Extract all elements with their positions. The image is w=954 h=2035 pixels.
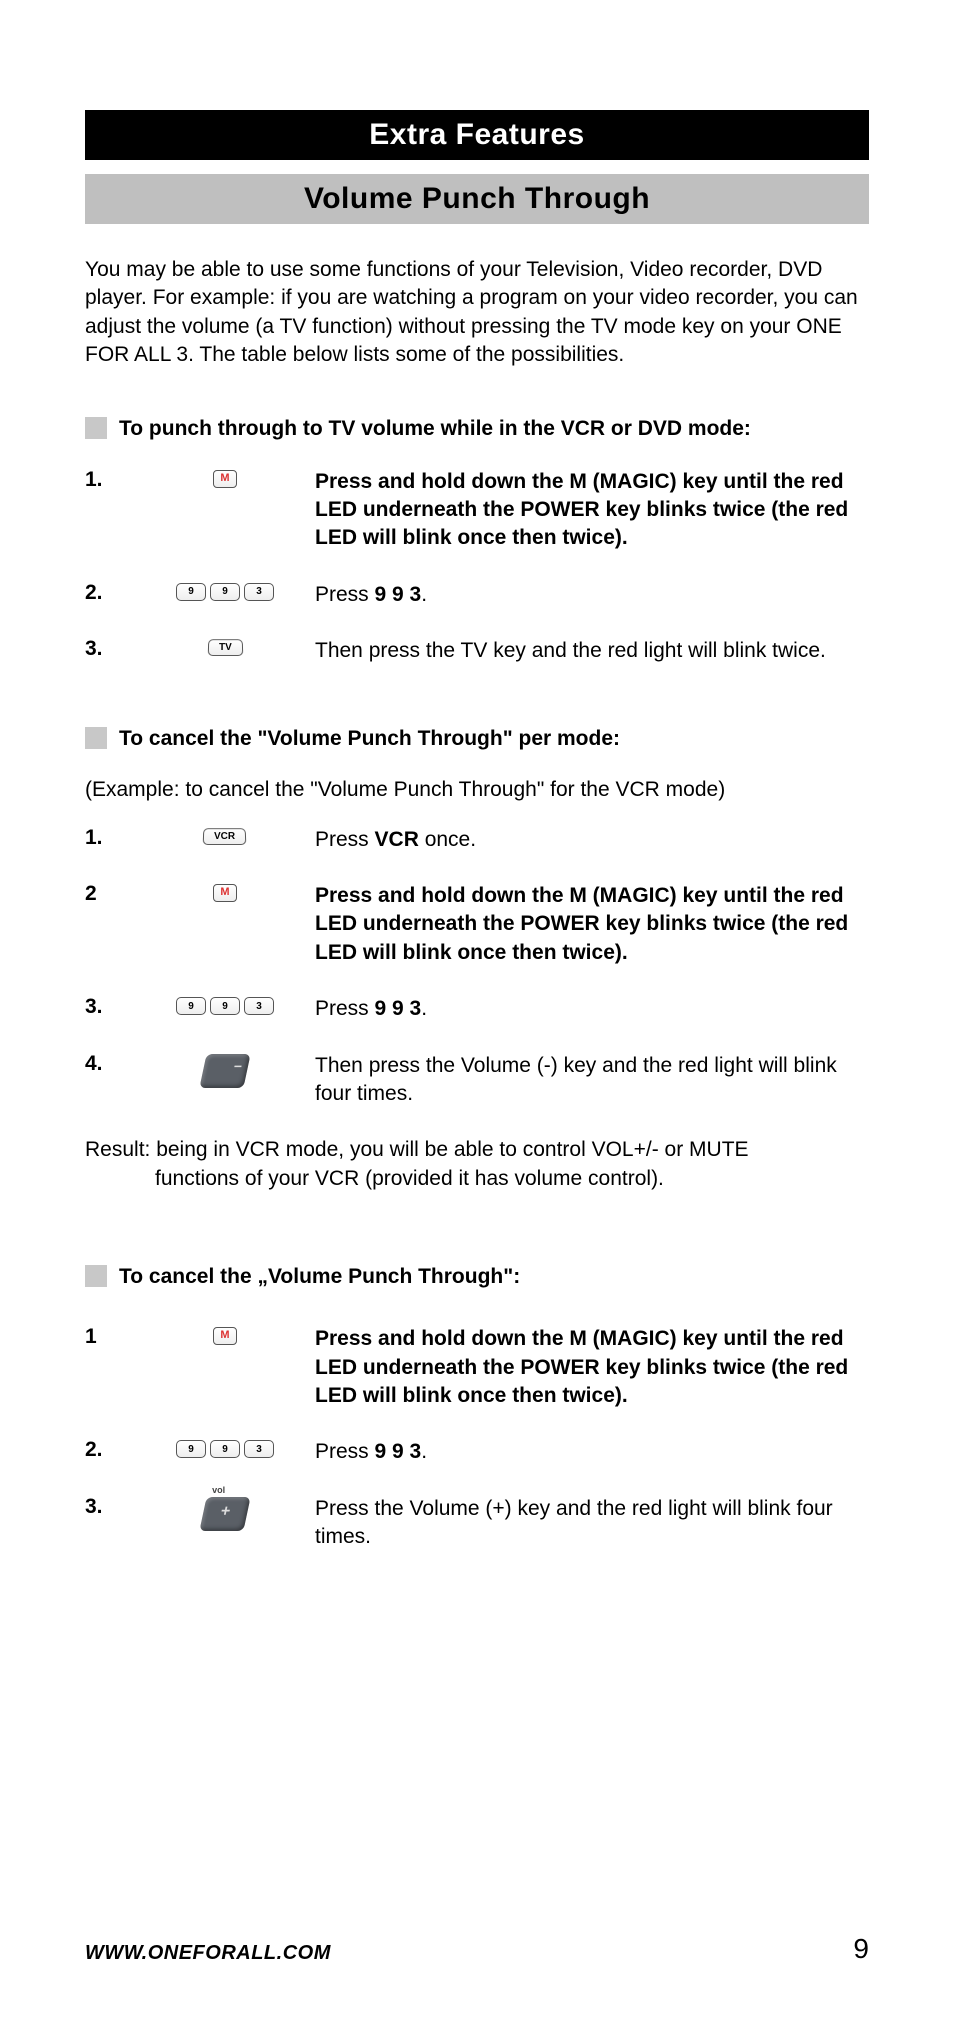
digits-993-icon: 993	[135, 1438, 315, 1458]
step-row: 3. 993 Press 9 9 3.	[85, 995, 869, 1023]
section-a-steps: 1. Press and hold down the M (MAGIC) key…	[85, 468, 869, 666]
banner-volume-punch-through: Volume Punch Through	[85, 174, 869, 224]
text-post: .	[421, 583, 427, 606]
page-footer: WWW.ONEFORALL.COM 9	[85, 1933, 869, 1965]
text-code: 9 9 3	[375, 583, 422, 606]
step-text: Press 9 9 3.	[315, 995, 869, 1023]
digits-993-icon: 993	[135, 995, 315, 1015]
result-line2: functions of your VCR (provided it has v…	[85, 1165, 749, 1193]
footer-url: WWW.ONEFORALL.COM	[85, 1942, 331, 1965]
section-b-heading-text: To cancel the "Volume Punch Through" per…	[119, 725, 620, 753]
section-a-heading: To punch through to TV volume while in t…	[85, 415, 869, 443]
volume-plus-key-icon	[135, 1495, 315, 1531]
volume-minus-key-icon	[135, 1052, 315, 1088]
step-number: 2.	[85, 1438, 135, 1462]
step-number: 2.	[85, 581, 135, 605]
step-text: Press and hold down the M (MAGIC) key un…	[315, 882, 869, 967]
step-row: 3. Press the Volume (+) key and the red …	[85, 1495, 869, 1552]
step-text: Then press the TV key and the red light …	[315, 637, 869, 665]
digits-993-icon: 993	[135, 581, 315, 601]
bullet-square-icon	[85, 727, 107, 749]
text-pre: Press	[315, 1440, 375, 1463]
text-code: 9 9 3	[375, 1440, 422, 1463]
step-number: 2	[85, 882, 135, 906]
text-post: .	[421, 1440, 427, 1463]
banner-extra-features: Extra Features	[85, 110, 869, 160]
m-key-icon	[135, 468, 315, 488]
result-label: Result:	[85, 1138, 150, 1161]
step-number: 4.	[85, 1052, 135, 1076]
step-text: Press 9 9 3.	[315, 1438, 869, 1466]
step-text: Press the Volume (+) key and the red lig…	[315, 1495, 869, 1552]
step-number: 1.	[85, 468, 135, 492]
step-number: 1	[85, 1325, 135, 1349]
section-b-steps: 1. VCR Press VCR once. 2 Press and hold …	[85, 826, 869, 1108]
section-a-heading-text: To punch through to TV volume while in t…	[119, 415, 751, 443]
step-number: 3.	[85, 1495, 135, 1519]
step-text: Press and hold down the M (MAGIC) key un…	[315, 1325, 869, 1410]
step-row: 1. VCR Press VCR once.	[85, 826, 869, 854]
text-post: once.	[419, 828, 476, 851]
text-pre: Press	[315, 583, 375, 606]
section-c-heading-text: To cancel the „Volume Punch Through":	[119, 1263, 520, 1291]
bullet-square-icon	[85, 417, 107, 439]
step-row: 2. 993 Press 9 9 3.	[85, 581, 869, 609]
text-post: .	[421, 997, 427, 1020]
m-key-icon	[135, 882, 315, 902]
text-code: VCR	[375, 828, 419, 851]
m-key-icon	[135, 1325, 315, 1345]
step-row: 2. 993 Press 9 9 3.	[85, 1438, 869, 1466]
step-row: 1 Press and hold down the M (MAGIC) key …	[85, 1325, 869, 1410]
step-number: 3.	[85, 637, 135, 661]
section-b-heading: To cancel the "Volume Punch Through" per…	[85, 725, 869, 753]
text-code: 9 9 3	[375, 997, 422, 1020]
step-number: 3.	[85, 995, 135, 1019]
section-b-example: (Example: to cancel the "Volume Punch Th…	[85, 778, 869, 802]
text-pre: Press	[315, 997, 375, 1020]
result-line1: being in VCR mode, you will be able to c…	[150, 1138, 748, 1161]
step-text: Then press the Volume (-) key and the re…	[315, 1052, 869, 1109]
step-text: Press 9 9 3.	[315, 581, 869, 609]
page: Extra Features Volume Punch Through You …	[0, 0, 954, 1551]
step-text: Press VCR once.	[315, 826, 869, 854]
step-row: 4. Then press the Volume (-) key and the…	[85, 1052, 869, 1109]
section-c-steps: 1 Press and hold down the M (MAGIC) key …	[85, 1325, 869, 1551]
step-row: 3. TV Then press the TV key and the red …	[85, 637, 869, 665]
section-c-heading: To cancel the „Volume Punch Through":	[85, 1263, 869, 1291]
step-number: 1.	[85, 826, 135, 850]
vcr-key-icon: VCR	[135, 826, 315, 845]
step-row: 2 Press and hold down the M (MAGIC) key …	[85, 882, 869, 967]
bullet-square-icon	[85, 1265, 107, 1287]
section-b-result: Result: being in VCR mode, you will be a…	[85, 1136, 869, 1193]
step-text: Press and hold down the M (MAGIC) key un…	[315, 468, 869, 553]
tv-key-icon: TV	[135, 637, 315, 656]
intro-paragraph: You may be able to use some functions of…	[85, 256, 869, 369]
step-row: 1. Press and hold down the M (MAGIC) key…	[85, 468, 869, 553]
text-pre: Press	[315, 828, 375, 851]
footer-page-number: 9	[853, 1933, 869, 1965]
